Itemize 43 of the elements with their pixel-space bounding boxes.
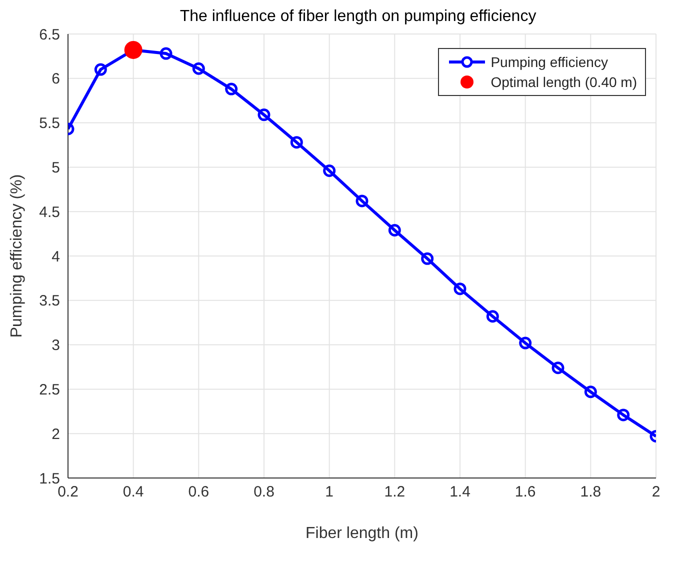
- x-tick-label: 1.8: [580, 484, 602, 501]
- x-tick-label: 0.2: [58, 484, 78, 501]
- point: [258, 108, 270, 122]
- chart-title: The influence of fiber length on pumping efficiency: [178, 8, 538, 27]
- point: [225, 82, 238, 96]
- point: [388, 224, 401, 236]
- point: [323, 164, 336, 177]
- y-tick-label: 2.5: [39, 382, 60, 399]
- x-tick-label: 1.4: [450, 484, 470, 501]
- y-tick-label: 3: [52, 337, 60, 354]
- point: [290, 136, 303, 149]
- point: [617, 408, 630, 422]
- x-tick-label: 1: [325, 484, 334, 501]
- y-axis-title: Pumping efficiency (%): [8, 174, 26, 338]
- y-tick-label: 1.5: [39, 470, 60, 488]
- x-tick-label: 0.8: [254, 484, 274, 501]
- y-tick-label: 5: [52, 160, 60, 177]
- point: [356, 194, 368, 208]
- legend-label: Optimal length (0.40 m): [490, 73, 637, 92]
- x-tick-label: 1.6: [514, 484, 536, 501]
- y-tick-label: 6: [52, 70, 60, 88]
- y-tick-label: 3.5: [39, 292, 60, 310]
- point: [94, 63, 107, 76]
- point: [584, 386, 597, 398]
- y-tick-label: 5.5: [39, 115, 60, 132]
- legend-label: Pumping efficiency: [490, 53, 608, 72]
- point: [421, 252, 434, 265]
- y-tick-label: 4: [52, 248, 60, 266]
- point: [519, 336, 532, 350]
- y-tick-label: 4.5: [39, 204, 60, 221]
- x-axis-title: Fiber length (m): [306, 525, 418, 542]
- y-tick-label: 2: [52, 426, 60, 443]
- point: [552, 362, 564, 374]
- x-tick-label: 0.6: [188, 484, 210, 501]
- point: [486, 310, 499, 323]
- point: [192, 62, 205, 75]
- x-tick-label: 0.4: [122, 484, 144, 501]
- y-tick-label: 6.5: [39, 26, 60, 44]
- point: [160, 47, 172, 60]
- point: [124, 40, 142, 59]
- x-tick-label: 2: [652, 484, 660, 501]
- x-tick-label: 1.2: [384, 484, 406, 501]
- point: [454, 282, 466, 296]
